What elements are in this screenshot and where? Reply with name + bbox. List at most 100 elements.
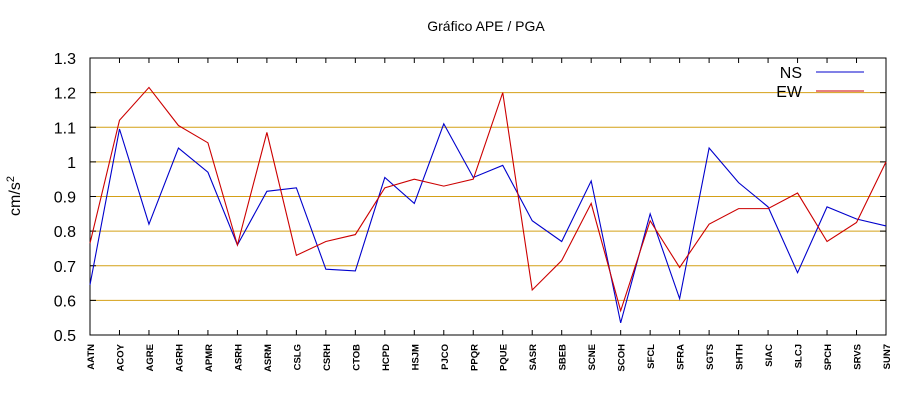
- chart-title: Gráfico APE / PGA: [427, 18, 545, 34]
- data-point-ns: [89, 284, 91, 286]
- data-point-ns: [678, 297, 680, 299]
- x-tick-label: CSLG: [292, 344, 303, 370]
- y-tick-label: 0.6: [54, 293, 76, 310]
- x-tick-label: SASR: [528, 344, 539, 371]
- legend-label-ew: EW: [776, 84, 803, 101]
- y-tick-label: 0.7: [54, 259, 76, 276]
- x-tick-label: SCNE: [587, 344, 598, 370]
- x-tick-label: SFRA: [676, 344, 687, 370]
- y-axis-label-exponent: 2: [5, 176, 17, 182]
- data-point-ew: [708, 223, 710, 225]
- x-tick-label: SGTS: [705, 344, 716, 370]
- data-point-ew: [826, 240, 828, 242]
- data-point-ns: [885, 225, 887, 227]
- series-line-ns: [89, 122, 887, 324]
- data-point-ns: [443, 123, 445, 125]
- data-point-ew: [796, 192, 798, 194]
- data-point-ns: [118, 128, 120, 130]
- data-point-ew: [354, 233, 356, 235]
- data-point-ew: [177, 124, 179, 126]
- data-point-ew: [443, 185, 445, 187]
- x-tick-label: HSJM: [410, 344, 421, 370]
- series-line-ew: [89, 86, 887, 313]
- x-tick-label: SHTH: [735, 344, 746, 370]
- data-point-ew: [236, 244, 238, 246]
- data-point-ns: [826, 206, 828, 208]
- data-point-ew: [590, 202, 592, 204]
- data-point-ns: [354, 270, 356, 272]
- data-point-ew: [531, 289, 533, 291]
- data-point-ew: [118, 119, 120, 121]
- data-point-ns: [531, 220, 533, 222]
- x-tick-label: SIAC: [764, 344, 775, 367]
- x-tick-label: AGRE: [145, 344, 156, 371]
- data-point-ew: [561, 259, 563, 261]
- x-tick-label: SUN7: [882, 344, 893, 369]
- y-tick-label: 1.1: [54, 120, 76, 137]
- data-point-ew: [855, 221, 857, 223]
- data-point-ew: [89, 242, 91, 244]
- y-tick-label: 1.2: [54, 86, 76, 103]
- data-point-ns: [384, 176, 386, 178]
- data-point-ew: [678, 266, 680, 268]
- grid-lines: [90, 92, 886, 301]
- data-point-ew: [737, 207, 739, 209]
- x-tick-label: AATN: [86, 344, 97, 370]
- series-lines: [89, 86, 887, 324]
- y-tick-label: 1: [67, 155, 76, 172]
- data-point-ew: [502, 91, 504, 93]
- y-tick-label: 0.9: [54, 190, 76, 207]
- x-tick-label: ACOY: [115, 343, 126, 371]
- data-point-ns: [561, 240, 563, 242]
- y-axis-label-text: cm/s: [7, 182, 24, 216]
- data-point-ew: [266, 131, 268, 133]
- x-tick-label: APMR: [204, 344, 215, 372]
- x-tick-label: SRVS: [853, 344, 864, 370]
- x-tick-label: PQUE: [499, 344, 510, 371]
- data-point-ew: [325, 240, 327, 242]
- plot-frame: [89, 57, 887, 336]
- x-tick-label: SLCJ: [794, 344, 805, 368]
- axes: 0.5 0.6 0.7 0.8 0.9 1 1.1 1.2 1.3 AATN ACOY AGRE AGR…: [54, 51, 893, 372]
- x-tick-label: SBEB: [558, 344, 569, 371]
- data-point-ew: [207, 142, 209, 144]
- data-point-ns: [266, 190, 268, 192]
- data-point-ns: [796, 271, 798, 273]
- data-point-ew: [767, 207, 769, 209]
- x-tick-label: ASRH: [233, 344, 244, 371]
- x-tick-label: ASRM: [263, 344, 274, 372]
- data-point-ew: [384, 187, 386, 189]
- y-axis-label: cm/s2: [5, 176, 24, 216]
- x-tick-label: SFCL: [646, 344, 657, 369]
- x-tick-label: CTOB: [351, 344, 362, 371]
- data-point-ew: [885, 161, 887, 163]
- data-point-ns: [177, 147, 179, 149]
- data-point-ns: [502, 164, 504, 166]
- data-point-ew: [148, 86, 150, 88]
- data-point-ew: [472, 178, 474, 180]
- x-tick-label: CSRH: [322, 344, 333, 371]
- y-tick-label: 0.5: [54, 328, 76, 345]
- data-point-ns: [325, 268, 327, 270]
- data-point-ns: [590, 180, 592, 182]
- data-point-ns: [207, 171, 209, 173]
- data-point-ns: [413, 202, 415, 204]
- x-tick-label: AGRH: [174, 344, 185, 372]
- data-point-ns: [649, 213, 651, 215]
- data-point-ew: [413, 178, 415, 180]
- x-tick-label: PPQR: [469, 344, 480, 371]
- data-point-ns: [295, 187, 297, 189]
- data-point-ew: [619, 310, 621, 312]
- x-tick-label: SCOH: [617, 344, 628, 372]
- data-point-ew: [295, 254, 297, 256]
- x-tick-label: HCPD: [381, 344, 392, 371]
- data-point-ns: [708, 147, 710, 149]
- data-point-ew: [649, 220, 651, 222]
- x-tick-label: SPCH: [823, 344, 834, 371]
- data-point-ns: [148, 223, 150, 225]
- legend: NS EW: [776, 65, 864, 101]
- y-tick-label: 0.8: [54, 224, 76, 241]
- data-point-ns: [619, 322, 621, 324]
